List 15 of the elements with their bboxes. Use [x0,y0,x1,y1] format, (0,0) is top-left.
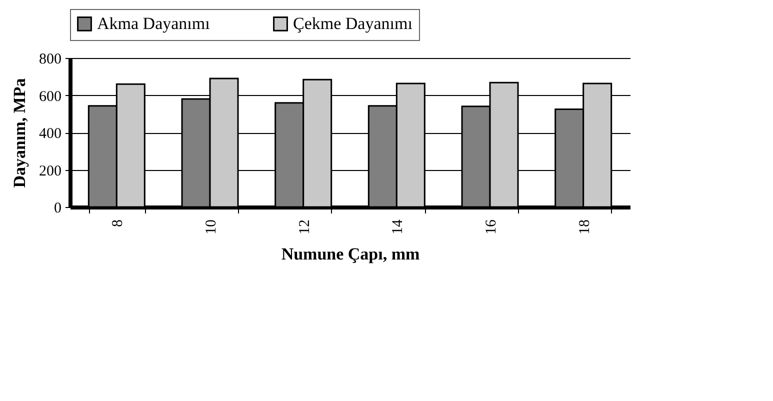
y-tick-label: 0 [54,200,62,216]
y-tick-label: 800 [39,52,62,68]
legend-label: Çekme Dayanımı [293,14,413,33]
x-tick-label: 14 [390,219,406,234]
x-tick-label: 12 [296,220,313,234]
x-axis-title: Numune Çapı, mm [281,244,420,264]
x-tick-label: 8 [110,220,126,227]
legend-label: Akma Dayanımı [97,14,210,33]
y-tick-label: 200 [39,163,62,180]
y-tick-label: 600 [39,88,62,105]
y-axis-title: Dayanım, MPa [10,78,29,188]
x-tick-label: 10 [204,220,220,234]
y-tick-label: 400 [39,126,62,142]
x-tick-label: 18 [576,220,593,234]
x-tick-label: 16 [484,219,500,234]
